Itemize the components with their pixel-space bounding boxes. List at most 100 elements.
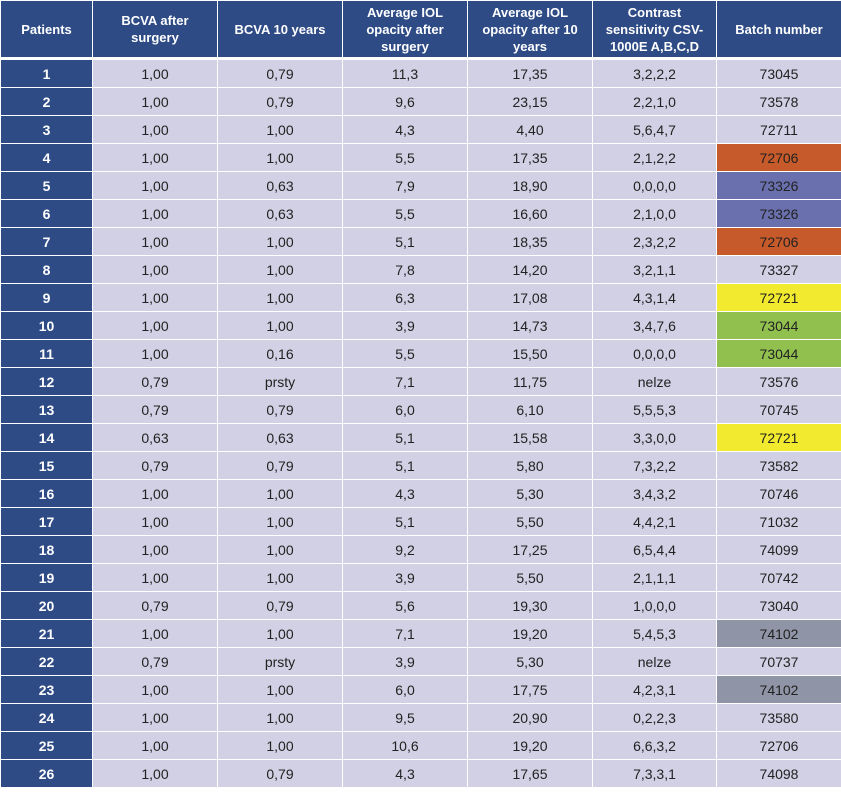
bcva-after-surgery-cell: 0,63 xyxy=(92,423,218,452)
iol-opacity-after-10-years-cell: 17,75 xyxy=(467,675,593,704)
iol-opacity-after-surgery-cell: 7,8 xyxy=(342,255,468,284)
iol-opacity-after-surgery-cell: 7,1 xyxy=(342,619,468,648)
batch-number-cell: 71032 xyxy=(716,507,841,536)
contrast-sensitivity-cell: 0,2,2,3 xyxy=(592,703,717,732)
bcva-10-years-cell: 0,79 xyxy=(217,87,343,116)
table-row: 8 1,00 1,00 7,8 14,20 3,2,1,1 73327 xyxy=(0,255,841,284)
iol-opacity-after-10-years-cell: 6,10 xyxy=(467,395,593,424)
patient-id-cell: 14 xyxy=(0,423,93,452)
table-row: 6 1,00 0,63 5,5 16,60 2,1,0,0 73326 xyxy=(0,199,841,228)
bcva-after-surgery-cell: 1,00 xyxy=(92,143,218,172)
contrast-sensitivity-cell: 6,5,4,4 xyxy=(592,535,717,564)
iol-opacity-after-10-years-cell: 17,35 xyxy=(467,143,593,172)
bcva-10-years-cell: 1,00 xyxy=(217,731,343,760)
bcva-10-years-cell: 0,63 xyxy=(217,423,343,452)
contrast-sensitivity-cell: 2,1,1,1 xyxy=(592,563,717,592)
iol-opacity-after-surgery-cell: 9,6 xyxy=(342,87,468,116)
table-row: 10 1,00 1,00 3,9 14,73 3,4,7,6 73044 xyxy=(0,311,841,340)
iol-opacity-after-10-years-cell: 20,90 xyxy=(467,703,593,732)
contrast-sensitivity-cell: 5,4,5,3 xyxy=(592,619,717,648)
batch-number-cell: 73580 xyxy=(716,703,841,732)
table-row: 22 0,79 prsty 3,9 5,30 nelze 70737 xyxy=(0,647,841,676)
header-bcva-after-surgery: BCVA after surgery xyxy=(92,0,218,59)
bcva-10-years-cell: 1,00 xyxy=(217,563,343,592)
bcva-after-surgery-cell: 1,00 xyxy=(92,283,218,312)
table-row: 11 1,00 0,16 5,5 15,50 0,0,0,0 73044 xyxy=(0,339,841,368)
patient-id-cell: 18 xyxy=(0,535,93,564)
patient-id-cell: 15 xyxy=(0,451,93,480)
table-row: 21 1,00 1,00 7,1 19,20 5,4,5,3 74102 xyxy=(0,619,841,648)
batch-number-cell: 74098 xyxy=(716,759,841,788)
batch-number-cell: 73044 xyxy=(716,311,841,340)
bcva-10-years-cell: 0,79 xyxy=(217,451,343,480)
iol-opacity-after-surgery-cell: 5,6 xyxy=(342,591,468,620)
iol-opacity-after-10-years-cell: 5,50 xyxy=(467,507,593,536)
contrast-sensitivity-cell: 7,3,2,2 xyxy=(592,451,717,480)
bcva-after-surgery-cell: 1,00 xyxy=(92,199,218,228)
batch-number-cell: 73045 xyxy=(716,57,841,88)
table-row: 4 1,00 1,00 5,5 17,35 2,1,2,2 72706 xyxy=(0,143,841,172)
iol-opacity-after-10-years-cell: 19,30 xyxy=(467,591,593,620)
table-row: 15 0,79 0,79 5,1 5,80 7,3,2,2 73582 xyxy=(0,451,841,480)
bcva-10-years-cell: 1,00 xyxy=(217,535,343,564)
patient-id-cell: 3 xyxy=(0,115,93,144)
iol-opacity-after-10-years-cell: 5,30 xyxy=(467,479,593,508)
iol-opacity-after-surgery-cell: 5,1 xyxy=(342,451,468,480)
iol-opacity-after-10-years-cell: 14,73 xyxy=(467,311,593,340)
iol-opacity-after-10-years-cell: 17,65 xyxy=(467,759,593,788)
patient-id-cell: 17 xyxy=(0,507,93,536)
iol-opacity-after-10-years-cell: 17,08 xyxy=(467,283,593,312)
bcva-10-years-cell: 0,16 xyxy=(217,339,343,368)
patient-id-cell: 8 xyxy=(0,255,93,284)
contrast-sensitivity-cell: 6,6,3,2 xyxy=(592,731,717,760)
iol-opacity-after-surgery-cell: 6,0 xyxy=(342,675,468,704)
iol-opacity-after-10-years-cell: 16,60 xyxy=(467,199,593,228)
table-row: 25 1,00 1,00 10,6 19,20 6,6,3,2 72706 xyxy=(0,731,841,760)
iol-opacity-after-surgery-cell: 7,9 xyxy=(342,171,468,200)
table-row: 26 1,00 0,79 4,3 17,65 7,3,3,1 74098 xyxy=(0,759,841,788)
batch-number-cell: 73327 xyxy=(716,255,841,284)
patient-id-cell: 21 xyxy=(0,619,93,648)
patient-id-cell: 12 xyxy=(0,367,93,396)
table-body: 1 1,00 0,79 11,3 17,35 3,2,2,2 73045 2 1,00 0,79 9… xyxy=(0,57,841,788)
table-row: 1 1,00 0,79 11,3 17,35 3,2,2,2 73045 xyxy=(0,57,841,88)
patient-id-cell: 19 xyxy=(0,563,93,592)
iol-opacity-after-10-years-cell: 14,20 xyxy=(467,255,593,284)
table-row: 5 1,00 0,63 7,9 18,90 0,0,0,0 73326 xyxy=(0,171,841,200)
table-row: 16 1,00 1,00 4,3 5,30 3,4,3,2 70746 xyxy=(0,479,841,508)
bcva-after-surgery-cell: 1,00 xyxy=(92,115,218,144)
header-patients: Patients xyxy=(0,0,93,59)
contrast-sensitivity-cell: 4,4,2,1 xyxy=(592,507,717,536)
bcva-10-years-cell: 1,00 xyxy=(217,311,343,340)
iol-opacity-after-10-years-cell: 11,75 xyxy=(467,367,593,396)
bcva-10-years-cell: 1,00 xyxy=(217,619,343,648)
iol-opacity-after-10-years-cell: 5,30 xyxy=(467,647,593,676)
patient-id-cell: 5 xyxy=(0,171,93,200)
batch-number-cell: 72721 xyxy=(716,283,841,312)
table-row: 7 1,00 1,00 5,1 18,35 2,3,2,2 72706 xyxy=(0,227,841,256)
iol-opacity-after-surgery-cell: 6,0 xyxy=(342,395,468,424)
bcva-after-surgery-cell: 1,00 xyxy=(92,731,218,760)
batch-number-cell: 70742 xyxy=(716,563,841,592)
patient-id-cell: 9 xyxy=(0,283,93,312)
patient-id-cell: 2 xyxy=(0,87,93,116)
bcva-after-surgery-cell: 1,00 xyxy=(92,255,218,284)
batch-number-cell: 70746 xyxy=(716,479,841,508)
iol-opacity-after-surgery-cell: 4,3 xyxy=(342,115,468,144)
patient-id-cell: 6 xyxy=(0,199,93,228)
header-bcva-10-years: BCVA 10 years xyxy=(217,0,343,59)
iol-opacity-after-10-years-cell: 19,20 xyxy=(467,619,593,648)
iol-opacity-after-surgery-cell: 4,3 xyxy=(342,759,468,788)
iol-opacity-after-surgery-cell: 3,9 xyxy=(342,647,468,676)
table-row: 14 0,63 0,63 5,1 15,58 3,3,0,0 72721 xyxy=(0,423,841,452)
batch-number-cell: 74099 xyxy=(716,535,841,564)
table-row: 3 1,00 1,00 4,3 4,40 5,6,4,7 72711 xyxy=(0,115,841,144)
bcva-10-years-cell: prsty xyxy=(217,647,343,676)
table-row: 24 1,00 1,00 9,5 20,90 0,2,2,3 73580 xyxy=(0,703,841,732)
table-header: Patients BCVA after surgery BCVA 10 year… xyxy=(0,0,841,59)
contrast-sensitivity-cell: 2,1,2,2 xyxy=(592,143,717,172)
contrast-sensitivity-cell: 4,2,3,1 xyxy=(592,675,717,704)
iol-opacity-after-10-years-cell: 18,35 xyxy=(467,227,593,256)
bcva-after-surgery-cell: 1,00 xyxy=(92,311,218,340)
contrast-sensitivity-cell: 7,3,3,1 xyxy=(592,759,717,788)
